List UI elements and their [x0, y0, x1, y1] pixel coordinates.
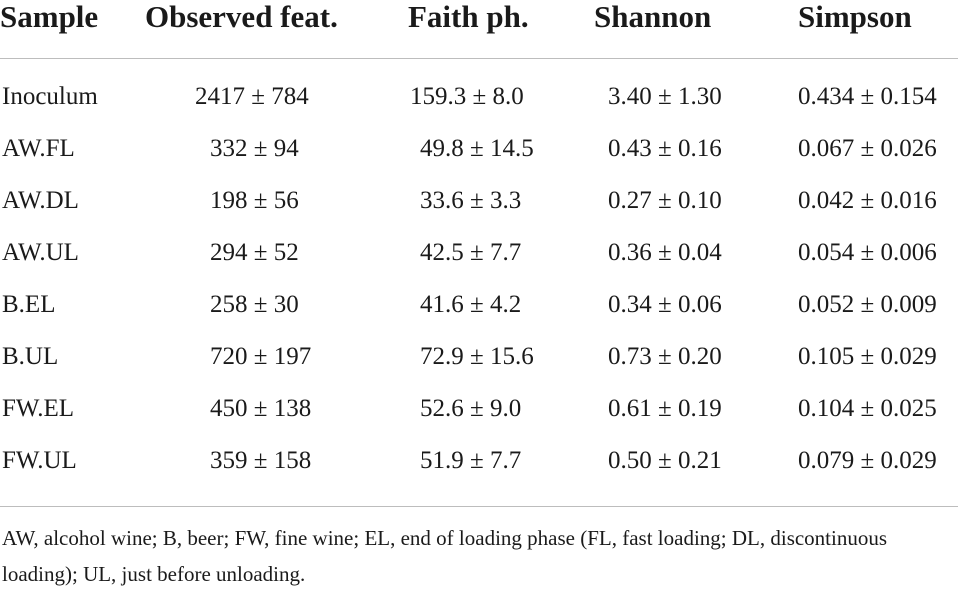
- header-observed-features: Observed feat.: [145, 0, 338, 34]
- header-sample: Sample: [0, 0, 99, 34]
- cell-sample: B.EL: [2, 291, 56, 318]
- cell-observed-features: 450 ± 138: [210, 395, 312, 422]
- cell-shannon: 0.73 ± 0.20: [608, 343, 722, 370]
- header-faith-pd: Faith ph.: [408, 0, 529, 34]
- cell-observed-features: 2417 ± 784: [195, 83, 309, 110]
- table-row: B.EL 258 ± 30 41.6 ± 4.2 0.34 ± 0.06 0.052 ±…: [0, 279, 958, 331]
- table-body: Inoculum 2417 ± 784 159.3 ± 8.0 3.40 ± 1.30…: [0, 71, 958, 487]
- cell-simpson: 0.434 ± 0.154: [798, 83, 937, 110]
- header-simpson: Simpson: [798, 0, 912, 34]
- diversity-table-container: Sample Observed feat. Faith ph. Shannon …: [0, 0, 958, 487]
- table-row: AW.UL 294 ± 52 42.5 ± 7.7 0.36 ± 0.04 0.054 …: [0, 227, 958, 279]
- table-row: B.UL 720 ± 197 72.9 ± 15.6 0.73 ± 0.20 0.105…: [0, 331, 958, 383]
- cell-simpson: 0.079 ± 0.029: [798, 447, 937, 474]
- cell-faith-pd: 52.6 ± 9.0: [420, 395, 522, 422]
- cell-faith-pd: 159.3 ± 8.0: [410, 83, 524, 110]
- cell-observed-features: 258 ± 30: [210, 291, 299, 318]
- cell-sample: AW.UL: [2, 239, 79, 266]
- cell-observed-features: 359 ± 158: [210, 447, 312, 474]
- cell-simpson: 0.067 ± 0.026: [798, 135, 937, 162]
- table-row: FW.UL 359 ± 158 51.9 ± 7.7 0.50 ± 0.21 0.079…: [0, 435, 958, 487]
- table-footnote: AW, alcohol wine; B, beer; FW, fine wine…: [2, 526, 888, 586]
- diversity-table: Sample Observed feat. Faith ph. Shannon …: [0, 0, 958, 487]
- cell-simpson: 0.105 ± 0.029: [798, 343, 937, 370]
- cell-faith-pd: 42.5 ± 7.7: [420, 239, 522, 266]
- cell-faith-pd: 49.8 ± 14.5: [420, 135, 534, 162]
- cell-sample: Inoculum: [2, 83, 98, 110]
- cell-sample: AW.FL: [2, 135, 75, 162]
- table-row: FW.EL 450 ± 138 52.6 ± 9.0 0.61 ± 0.19 0.104…: [0, 383, 958, 435]
- cell-simpson: 0.042 ± 0.016: [798, 187, 937, 214]
- cell-faith-pd: 33.6 ± 3.3: [420, 187, 522, 214]
- header-shannon: Shannon: [594, 0, 712, 34]
- cell-observed-features: 332 ± 94: [210, 135, 299, 162]
- cell-observed-features: 720 ± 197: [210, 343, 312, 370]
- cell-sample: FW.EL: [2, 395, 74, 422]
- table-bottom-rule: [0, 506, 958, 507]
- cell-shannon: 0.43 ± 0.16: [608, 135, 722, 162]
- header-rule: [0, 40, 958, 59]
- header-spacer: [0, 59, 958, 72]
- cell-shannon: 0.34 ± 0.06: [608, 291, 722, 318]
- table-row: AW.DL 198 ± 56 33.6 ± 3.3 0.27 ± 0.10 0.042 …: [0, 175, 958, 227]
- cell-faith-pd: 51.9 ± 7.7: [420, 447, 522, 474]
- cell-sample: FW.UL: [2, 447, 77, 474]
- header-row: Sample Observed feat. Faith ph. Shannon …: [0, 0, 958, 40]
- cell-shannon: 0.36 ± 0.04: [608, 239, 722, 266]
- cell-simpson: 0.104 ± 0.025: [798, 395, 937, 422]
- cell-shannon: 0.27 ± 0.10: [608, 187, 722, 214]
- cell-observed-features: 198 ± 56: [210, 187, 299, 214]
- cell-faith-pd: 72.9 ± 15.6: [420, 343, 534, 370]
- cell-sample: B.UL: [2, 343, 59, 370]
- cell-simpson: 0.054 ± 0.006: [798, 239, 937, 266]
- cell-shannon: 0.61 ± 0.19: [608, 395, 722, 422]
- cell-observed-features: 294 ± 52: [210, 239, 299, 266]
- table-row: Inoculum 2417 ± 784 159.3 ± 8.0 3.40 ± 1.30…: [0, 71, 958, 123]
- cell-sample: AW.DL: [2, 187, 79, 214]
- cell-faith-pd: 41.6 ± 4.2: [420, 291, 522, 318]
- table-row: AW.FL 332 ± 94 49.8 ± 14.5 0.43 ± 0.16 0.067…: [0, 123, 958, 175]
- cell-shannon: 0.50 ± 0.21: [608, 447, 722, 474]
- cell-shannon: 3.40 ± 1.30: [608, 83, 722, 110]
- cell-simpson: 0.052 ± 0.009: [798, 291, 937, 318]
